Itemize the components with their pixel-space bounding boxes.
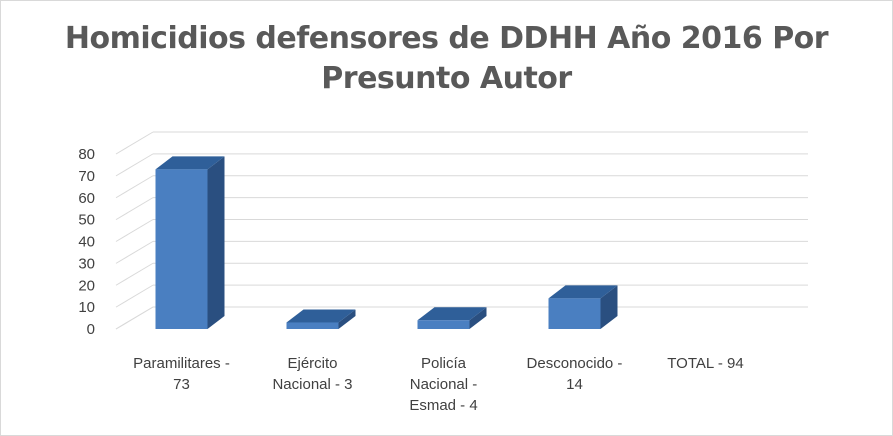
bar-side bbox=[469, 307, 487, 329]
gridline-diagonal bbox=[115, 219, 154, 242]
y-tick-label: 50 bbox=[78, 212, 95, 229]
bar-top bbox=[286, 309, 356, 323]
y-tick-label: 10 bbox=[78, 299, 95, 316]
bar bbox=[155, 169, 208, 329]
gridline-diagonal bbox=[115, 240, 154, 264]
y-tick-label: 0 bbox=[87, 321, 95, 338]
x-tick-label: TOTAL - 94 bbox=[667, 355, 743, 372]
gridline-diagonal bbox=[115, 284, 154, 308]
bar-top bbox=[548, 285, 618, 299]
y-tick-label: 20 bbox=[78, 277, 95, 294]
gridline-diagonal bbox=[115, 153, 154, 177]
y-tick-label: 70 bbox=[78, 168, 95, 185]
bar-side bbox=[338, 309, 356, 329]
bar bbox=[548, 298, 601, 329]
gridline-diagonal bbox=[115, 197, 154, 221]
chart-title: Homicidios defensores de DDHH Año 2016 P… bbox=[64, 21, 829, 96]
gridline-diagonal bbox=[115, 175, 154, 199]
gridline-diagonal bbox=[115, 262, 154, 286]
gridline-diagonal bbox=[115, 131, 154, 155]
y-tick-label: 80 bbox=[78, 146, 95, 163]
bar-side bbox=[600, 285, 618, 329]
gridline-diagonal bbox=[115, 306, 154, 330]
y-tick-label: 30 bbox=[78, 255, 95, 272]
bar bbox=[286, 322, 339, 329]
bar-top bbox=[155, 156, 225, 170]
y-tick-label: 60 bbox=[78, 190, 95, 207]
x-tick-label: Ejército Nacional - 3 bbox=[272, 355, 352, 393]
x-tick-label: Desconocido -14 bbox=[527, 355, 623, 393]
bar-side bbox=[207, 156, 225, 329]
bar-top bbox=[417, 307, 487, 321]
y-tick-label: 40 bbox=[78, 234, 95, 251]
bar bbox=[417, 320, 470, 329]
x-tick-label: Paramilitares -73 bbox=[133, 355, 230, 393]
x-tick-label: Policía Nacional -Esmad - 4 bbox=[409, 355, 477, 414]
